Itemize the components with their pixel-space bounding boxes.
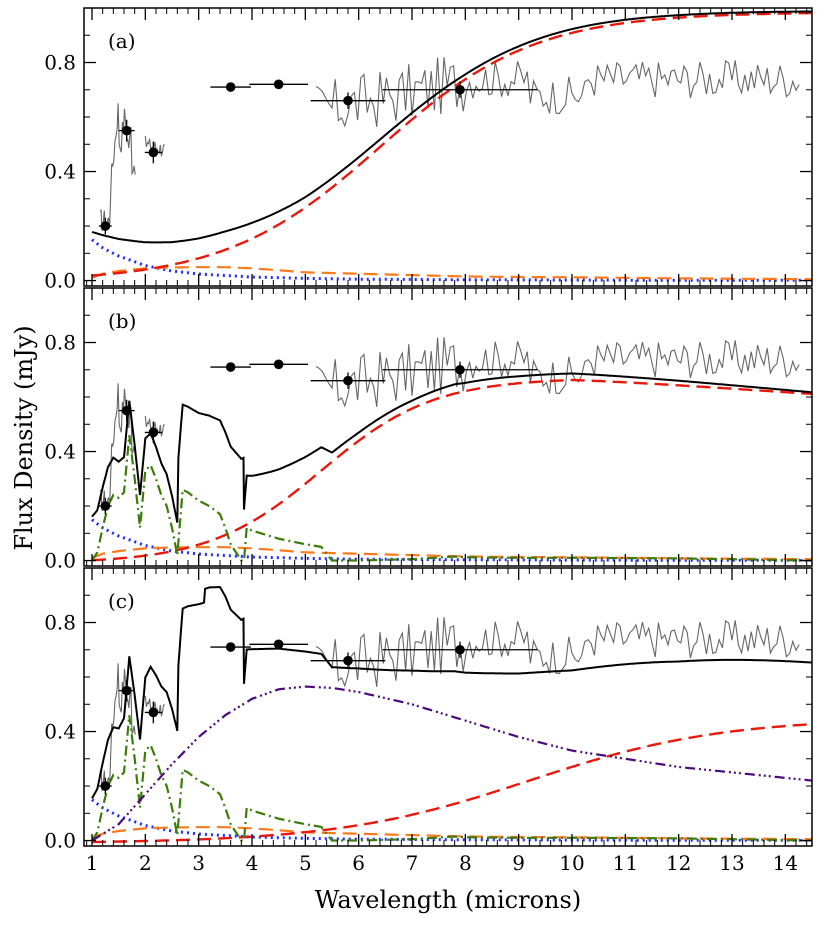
spectrum-nir2-line (144, 696, 165, 718)
photometry-point (310, 652, 386, 669)
panel-a: 0.0 0.4 0.8 (a) (44, 7, 813, 293)
y-tick-label: 0.0 (44, 829, 76, 853)
panel-label: (a) (108, 29, 136, 53)
panel-frame (83, 567, 813, 847)
photometry-point (144, 421, 162, 444)
warm-dust-component-line (91, 378, 812, 562)
y-tick-label: 0.8 (44, 611, 76, 635)
photometry-point (382, 641, 538, 658)
y-tick-label: 0.4 (44, 720, 76, 744)
panel-label: (c) (108, 589, 135, 613)
spectrum-nir-line (99, 103, 136, 232)
x-tick-label: 9 (512, 851, 525, 875)
y-tick-label: 0.0 (44, 269, 76, 293)
photometry-point (249, 79, 308, 90)
x-tick-label: 3 (192, 851, 205, 875)
total-model-line (91, 10, 812, 244)
stellar-component-line (91, 798, 812, 842)
x-tick-label: 5 (299, 851, 312, 875)
panel-b: 0.0 0.4 0.8 (b) (44, 287, 813, 573)
spectrum-nir2-line (144, 416, 165, 438)
x-tick-label: 12 (666, 851, 691, 875)
x-tick-label: 6 (352, 851, 365, 875)
y-tick-label: 0.8 (44, 331, 76, 355)
total-model-line (91, 585, 812, 799)
spectrum-nir2-line (144, 136, 165, 158)
photometry-point (249, 359, 308, 370)
photometry-point (98, 497, 112, 515)
x-tick-label: 1 (86, 851, 99, 875)
x-tick-label: 10 (559, 851, 584, 875)
spectrum-irs-line (315, 57, 800, 128)
panel-label: (b) (108, 309, 136, 333)
molecular-component-line (91, 435, 812, 562)
intermediate-component-line (91, 685, 812, 842)
plot-area (91, 337, 812, 562)
panel-frame (83, 287, 813, 567)
panel-frame (83, 7, 813, 287)
y-tick-label: 0.4 (44, 440, 76, 464)
x-tick-label: 7 (406, 851, 419, 875)
spectrum-irs-line (315, 617, 800, 688)
photometry-point (382, 81, 538, 98)
photometry-point (98, 217, 112, 235)
plot-area (91, 585, 812, 844)
photometry-point (98, 777, 112, 795)
total-model-line (91, 372, 812, 523)
hot-dust-component-line (91, 266, 812, 281)
molecular-component-line (91, 715, 812, 842)
warm-dust-component-line (91, 723, 812, 844)
panels-group: 0.00.40.8(a)0.00.40.8(b)1 2 3 4 5 6 7 8 9 10 11 12 1… (44, 7, 813, 875)
stellar-component-line (91, 238, 812, 282)
photometry-point (144, 141, 162, 164)
x-tick-label: 11 (613, 851, 638, 875)
y-axis-title: Flux Density (mJy) (10, 325, 38, 550)
photometry-point (310, 372, 386, 389)
x-tick-label: 4 (246, 851, 259, 875)
x-tick-label: 14 (773, 851, 798, 875)
photometry-point (144, 701, 162, 724)
photometry-point (249, 639, 308, 650)
photometry-point (118, 399, 135, 422)
x-tick-label: 8 (459, 851, 472, 875)
stellar-component-line (91, 518, 812, 562)
panel-c: 1 2 3 4 5 6 7 8 9 10 11 12 13 140.00.40.8(c) (44, 567, 813, 875)
photometry-point (210, 82, 251, 92)
x-axis-title: Wavelength (microns) (315, 886, 581, 914)
photometry-point (310, 92, 386, 109)
y-tick-label: 0.4 (44, 160, 76, 184)
photometry-point (210, 642, 251, 652)
photometry-point (118, 119, 135, 142)
plot-area (91, 10, 812, 282)
x-tick-label: 13 (719, 851, 744, 875)
x-tick-label: 2 (139, 851, 152, 875)
warm-dust-component-line (91, 11, 812, 277)
spectrum-irs-line (315, 337, 800, 408)
y-tick-label: 0.8 (44, 51, 76, 75)
y-tick-label: 0.0 (44, 549, 76, 573)
photometry-point (118, 679, 135, 702)
photometry-point (382, 361, 538, 378)
photometry-point (210, 362, 251, 372)
